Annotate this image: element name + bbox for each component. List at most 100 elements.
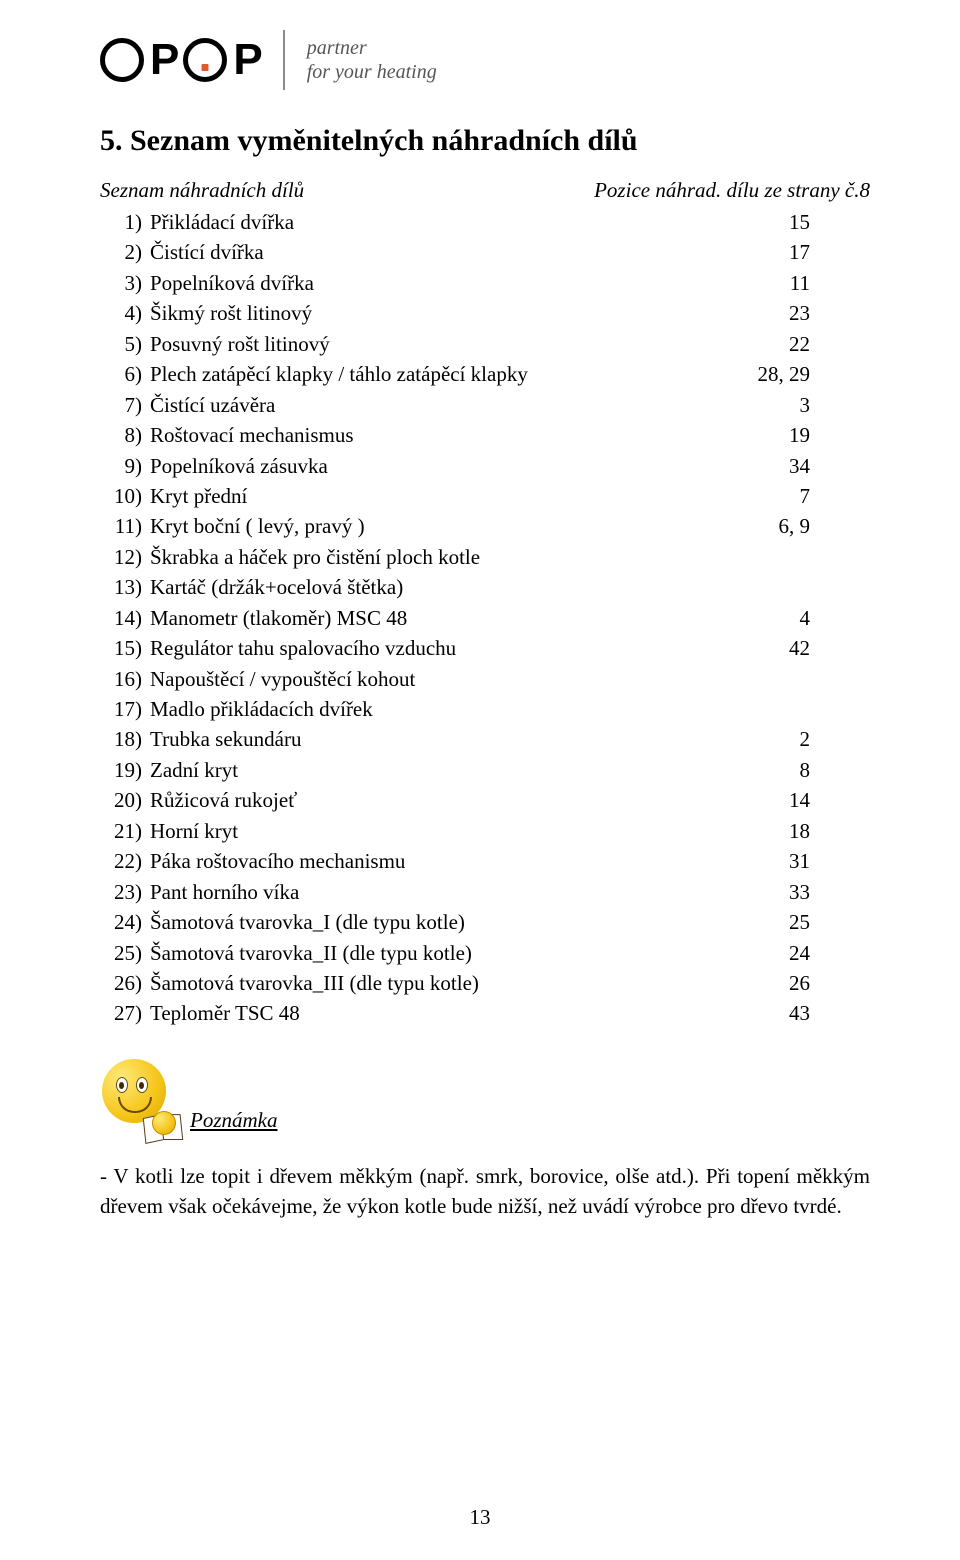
part-label: Kryt boční ( levý, pravý ) (150, 511, 710, 541)
part-label: Páka roštovacího mechanismu (150, 846, 710, 876)
logo-ring-1 (100, 38, 144, 82)
part-label: Popelníková dvířka (150, 268, 710, 298)
note-block: Poznámka (100, 1057, 870, 1143)
part-position: 25 (710, 907, 870, 937)
part-number: 8) (100, 420, 150, 450)
part-row: 17)Madlo přikládacích dvířek (100, 694, 870, 724)
part-position: 33 (710, 877, 870, 907)
part-position: 6, 9 (710, 511, 870, 541)
part-number: 25) (100, 938, 150, 968)
part-label: Čistící uzávěra (150, 390, 710, 420)
part-number: 4) (100, 298, 150, 328)
part-position: 42 (710, 633, 870, 663)
part-position (710, 572, 870, 602)
part-number: 18) (100, 724, 150, 754)
part-row: 3)Popelníková dvířka11 (100, 268, 870, 298)
part-position: 14 (710, 785, 870, 815)
part-position: 22 (710, 329, 870, 359)
part-label: Pant horního víka (150, 877, 710, 907)
part-row: 15)Regulátor tahu spalovacího vzduchu42 (100, 633, 870, 663)
part-number: 9) (100, 451, 150, 481)
part-label: Roštovací mechanismus (150, 420, 710, 450)
part-number: 21) (100, 816, 150, 846)
part-label: Čistící dvířka (150, 237, 710, 267)
part-label: Kartáč (držák+ocelová štětka) (150, 572, 710, 602)
list-header: Seznam náhradních dílů Pozice náhrad. dí… (100, 178, 870, 203)
part-label: Přikládací dvířka (150, 207, 710, 237)
part-label: Popelníková zásuvka (150, 451, 710, 481)
note-body: - V kotli lze topit i dřevem měkkým (nap… (100, 1161, 870, 1222)
part-position: 34 (710, 451, 870, 481)
logo-ring-2 (183, 38, 227, 82)
part-row: 27)Teploměr TSC 4843 (100, 998, 870, 1028)
part-position: 26 (710, 968, 870, 998)
header-divider (283, 30, 285, 90)
part-label: Posuvný rošt litinový (150, 329, 710, 359)
part-row: 16)Napouštěcí / vypouštěcí kohout (100, 664, 870, 694)
part-number: 6) (100, 359, 150, 389)
part-label: Teploměr TSC 48 (150, 998, 710, 1028)
part-label: Šikmý rošt litinový (150, 298, 710, 328)
page-number: 13 (0, 1505, 960, 1530)
tagline-line1: partner (307, 36, 437, 60)
part-row: 12)Škrabka a háček pro čistění ploch kot… (100, 542, 870, 572)
tagline: partner for your heating (307, 36, 437, 84)
part-position: 2 (710, 724, 870, 754)
part-row: 8)Roštovací mechanismus19 (100, 420, 870, 450)
section-number: 5. (100, 124, 123, 157)
part-row: 26)Šamotová tvarovka_III (dle typu kotle… (100, 968, 870, 998)
part-number: 10) (100, 481, 150, 511)
part-row: 9)Popelníková zásuvka34 (100, 451, 870, 481)
part-position (710, 542, 870, 572)
part-label: Trubka sekundáru (150, 724, 710, 754)
part-row: 18)Trubka sekundáru2 (100, 724, 870, 754)
part-label: Regulátor tahu spalovacího vzduchu (150, 633, 710, 663)
part-row: 22)Páka roštovacího mechanismu31 (100, 846, 870, 876)
part-position: 23 (710, 298, 870, 328)
part-label: Šamotová tvarovka_I (dle typu kotle) (150, 907, 710, 937)
part-position: 8 (710, 755, 870, 785)
logo-letter-p2: P (233, 38, 260, 82)
part-label: Madlo přikládacích dvířek (150, 694, 710, 724)
part-number: 2) (100, 237, 150, 267)
tagline-line2: for your heating (307, 60, 437, 84)
reading-smiley-icon (100, 1057, 178, 1143)
part-row: 21)Horní kryt18 (100, 816, 870, 846)
part-label: Manometr (tlakoměr) MSC 48 (150, 603, 710, 633)
part-label: Kryt přední (150, 481, 710, 511)
part-label: Plech zatápěcí klapky / táhlo zatápěcí k… (150, 359, 710, 389)
list-header-left: Seznam náhradních dílů (100, 178, 304, 203)
part-label: Šamotová tvarovka_II (dle typu kotle) (150, 938, 710, 968)
part-position: 4 (710, 603, 870, 633)
part-row: 20)Růžicová rukojeť14 (100, 785, 870, 815)
part-position: 24 (710, 938, 870, 968)
part-number: 16) (100, 664, 150, 694)
part-row: 23)Pant horního víka33 (100, 877, 870, 907)
part-label: Horní kryt (150, 816, 710, 846)
part-number: 12) (100, 542, 150, 572)
section-title-text: Seznam vyměnitelných náhradních dílů (130, 124, 638, 157)
document-page: P P partner for your heating 5. Seznam v… (0, 0, 960, 1560)
part-number: 24) (100, 907, 150, 937)
parts-list: 1)Přikládací dvířka152)Čistící dvířka173… (100, 207, 870, 1029)
note-label: Poznámka (190, 1108, 278, 1143)
page-header: P P partner for your heating (100, 30, 870, 90)
part-label: Zadní kryt (150, 755, 710, 785)
part-position: 43 (710, 998, 870, 1028)
part-position: 17 (710, 237, 870, 267)
list-header-right: Pozice náhrad. dílu ze strany č.8 (594, 178, 870, 203)
part-row: 25)Šamotová tvarovka_II (dle typu kotle)… (100, 938, 870, 968)
part-position: 15 (710, 207, 870, 237)
section-title: 5. Seznam vyměnitelných náhradních dílů (100, 124, 870, 158)
part-number: 7) (100, 390, 150, 420)
part-label: Růžicová rukojeť (150, 785, 710, 815)
part-position: 18 (710, 816, 870, 846)
part-row: 1)Přikládací dvířka15 (100, 207, 870, 237)
part-row: 13)Kartáč (držák+ocelová štětka) (100, 572, 870, 602)
part-row: 2)Čistící dvířka17 (100, 237, 870, 267)
part-position (710, 694, 870, 724)
part-row: 4)Šikmý rošt litinový23 (100, 298, 870, 328)
part-number: 13) (100, 572, 150, 602)
part-number: 11) (100, 511, 150, 541)
part-position: 3 (710, 390, 870, 420)
